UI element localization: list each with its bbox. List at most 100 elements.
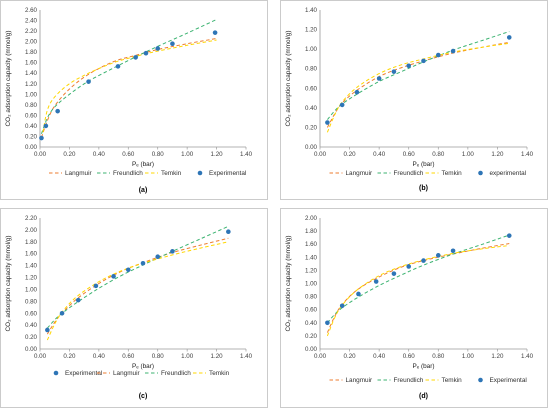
x-tick-label: 0.40 bbox=[93, 353, 106, 360]
x-tick-label: 0.20 bbox=[344, 151, 357, 158]
legend-swatch-experimental bbox=[197, 170, 203, 176]
x-tick-label: 1.20 bbox=[211, 353, 224, 360]
y-tick-label: 1.60 bbox=[25, 60, 38, 67]
legend-label-langmuir: Langmuir bbox=[346, 170, 374, 177]
x-tick-label: 0.80 bbox=[432, 353, 445, 360]
data-point-experimental bbox=[339, 102, 345, 108]
x-tick-label: 1.40 bbox=[521, 151, 534, 158]
data-point-experimental bbox=[376, 76, 382, 81]
x-tick-label: 0.20 bbox=[344, 353, 357, 360]
data-point-experimental bbox=[115, 64, 121, 69]
y-axis-title: CO₂ adsorption capacity (mmol/g) bbox=[5, 236, 12, 332]
y-tick-label: 0.00 bbox=[25, 144, 38, 151]
panel-frame bbox=[280, 0, 548, 200]
legend-swatch-experimental bbox=[478, 377, 483, 383]
y-tick-label: 1.40 bbox=[305, 7, 318, 14]
data-point-experimental bbox=[86, 79, 91, 84]
y-tick-label: 2.20 bbox=[25, 28, 38, 35]
x-tick-label: 0.80 bbox=[432, 151, 445, 158]
y-tick-label: 0.00 bbox=[25, 346, 38, 353]
data-point-experimental bbox=[59, 310, 65, 316]
legend-label-langmuir: Langmuir bbox=[113, 370, 141, 377]
legend-label-freundlich: Freundlich bbox=[394, 377, 424, 384]
y-tick-label: 1.40 bbox=[25, 70, 38, 77]
y-tick-label: 2.40 bbox=[25, 18, 38, 25]
legend-swatch-experimental bbox=[53, 370, 59, 376]
x-tick-label: 1.20 bbox=[491, 353, 504, 360]
data-point-experimental bbox=[421, 258, 426, 263]
data-point-experimental bbox=[450, 48, 456, 54]
y-tick-label: 0.20 bbox=[25, 334, 38, 341]
x-tick-label: 1.00 bbox=[462, 151, 475, 158]
y-tick-label: 1.80 bbox=[25, 49, 38, 56]
data-point-experimental bbox=[140, 260, 146, 266]
y-tick-label: 1.40 bbox=[25, 263, 38, 270]
legend-label-temkin: Temkin bbox=[209, 370, 230, 377]
data-point-experimental bbox=[155, 254, 161, 260]
data-point-experimental bbox=[391, 271, 397, 276]
x-tick-label: 1.00 bbox=[181, 353, 194, 360]
y-tick-label: 0.20 bbox=[25, 133, 38, 140]
x-tick-label: 0.20 bbox=[63, 353, 76, 360]
y-tick-label: 2.00 bbox=[25, 39, 38, 46]
y-tick-label: 0.80 bbox=[305, 66, 318, 73]
y-tick-label: 1.00 bbox=[305, 46, 318, 53]
data-point-experimental bbox=[45, 327, 50, 333]
legend-label-langmuir: Langmuir bbox=[65, 170, 93, 177]
x-tick-label: 1.40 bbox=[240, 151, 253, 158]
x-tick-label: 0.80 bbox=[152, 353, 165, 360]
y-tick-label: 2.00 bbox=[305, 215, 318, 222]
data-point-experimental bbox=[155, 46, 161, 51]
y-tick-label: 1.20 bbox=[25, 81, 38, 88]
y-tick-label: 1.80 bbox=[25, 239, 38, 246]
data-point-experimental bbox=[354, 89, 360, 95]
x-tick-label: 0.20 bbox=[63, 151, 76, 158]
x-tick-label: 0.60 bbox=[403, 151, 416, 158]
y-tick-label: 0.60 bbox=[305, 307, 318, 314]
y-tick-label: 1.60 bbox=[25, 251, 38, 258]
y-tick-label: 2.00 bbox=[25, 227, 38, 234]
data-point-experimental bbox=[226, 229, 231, 234]
x-axis-title: Pₑ (bar) bbox=[413, 161, 435, 168]
chart-panel-1: 0.00 0.20 0.40 0.60 0.80 1.00 1.20 1.40 1.60 1.80… bbox=[0, 0, 268, 200]
legend-label-temkin: Temkin bbox=[161, 170, 182, 177]
x-tick-label: 0.60 bbox=[122, 151, 135, 158]
panel-caption: (c) bbox=[139, 393, 148, 400]
y-tick-label: 2.60 bbox=[25, 7, 38, 14]
y-tick-label: 1.20 bbox=[305, 267, 318, 274]
data-point-experimental bbox=[373, 279, 379, 284]
data-point-experimental bbox=[212, 30, 218, 35]
y-tick-label: 0.60 bbox=[25, 112, 38, 119]
legend-label-freundlich: Freundlich bbox=[161, 370, 191, 377]
x-axis-title: Pₑ (bar) bbox=[413, 363, 435, 370]
x-tick-label: 0.40 bbox=[373, 151, 386, 158]
y-tick-label: 0.60 bbox=[25, 310, 38, 317]
data-point-experimental bbox=[55, 108, 60, 114]
y-axis-title: CO₂ adsorption capacity (mmol/g) bbox=[285, 31, 292, 127]
data-point-experimental bbox=[170, 41, 175, 47]
data-point-experimental bbox=[450, 248, 456, 254]
data-point-experimental bbox=[325, 120, 330, 125]
data-point-experimental bbox=[170, 249, 175, 254]
x-tick-label: 0.00 bbox=[314, 353, 327, 360]
y-tick-label: 0.40 bbox=[305, 320, 318, 327]
y-tick-label: 1.20 bbox=[25, 275, 38, 282]
y-tick-label: 0.20 bbox=[305, 333, 318, 340]
y-tick-label: 1.80 bbox=[305, 228, 318, 235]
panel-frame bbox=[0, 208, 268, 408]
y-tick-label: 2.20 bbox=[25, 215, 38, 222]
series-line-langmuir bbox=[40, 37, 217, 138]
x-tick-label: 0.40 bbox=[93, 151, 106, 158]
chart-panel-3: 0.00 0.20 0.40 0.60 0.80 1.00 1.20 1.40 1.60 1.80… bbox=[0, 208, 268, 408]
series-line-freundlich bbox=[41, 19, 217, 135]
x-tick-label: 0.00 bbox=[314, 151, 327, 158]
x-tick-label: 1.20 bbox=[491, 151, 504, 158]
legend-swatch-experimental bbox=[478, 170, 483, 176]
data-point-experimental bbox=[421, 58, 426, 64]
y-tick-label: 1.00 bbox=[25, 286, 38, 293]
data-point-experimental bbox=[39, 135, 44, 141]
y-tick-label: 0.00 bbox=[305, 144, 318, 151]
data-point-experimental bbox=[406, 63, 412, 69]
chart-panel-4: 0.00 0.20 0.40 0.60 0.80 1.00 1.20 1.40 1.60 1.80… bbox=[280, 208, 548, 408]
